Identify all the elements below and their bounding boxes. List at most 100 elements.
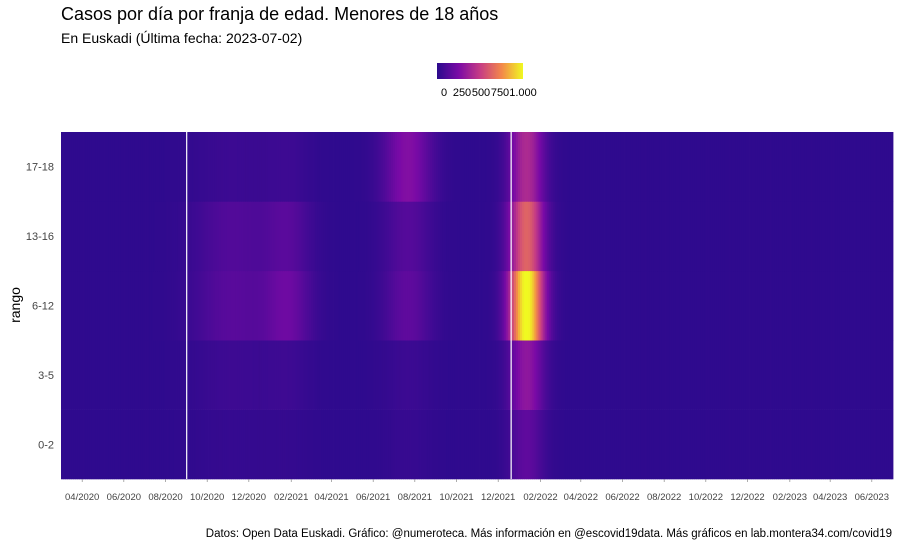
heatmap-cell [452,409,455,480]
heatmap-cell [349,270,353,341]
heatmap-cell [776,409,779,480]
heatmap-cell [335,132,339,202]
heatmap-cell [372,340,375,410]
heatmap-cell [712,201,716,272]
heatmap-cell [226,132,230,202]
heatmap-cell [763,270,767,341]
heatmap-cell [552,340,556,410]
heatmap-cell [665,409,668,480]
heatmap-cell [298,340,302,410]
heatmap-cell [345,340,349,410]
heatmap-cell [817,201,820,272]
heatmap-cell [384,270,388,341]
legend-color-bar [437,63,523,79]
heatmap-cell [567,201,570,272]
heatmap-cell [542,132,546,202]
heatmap-cell [296,201,300,272]
heatmap-cell [477,340,480,410]
heatmap-cell [237,270,240,341]
heatmap-cell [247,132,250,202]
heatmap-cell [126,201,130,272]
heatmap-cell [382,340,386,410]
heatmap-cell [841,270,845,341]
heatmap-cell [683,340,687,410]
heatmap-cell [378,409,382,480]
heatmap-cell [288,132,291,202]
heatmap-cell [261,132,265,202]
heatmap-cell [71,201,74,272]
heatmap-cell [630,270,634,341]
heatmap-cell [413,409,416,480]
heatmap-cell [876,201,880,272]
heatmap-cell [380,132,384,202]
heatmap-cell [440,132,443,202]
heatmap-cell [731,340,734,410]
heatmap-cell [755,132,759,202]
heatmap-cell [882,270,886,341]
heatmap-cell [270,270,273,341]
heatmap-cell [845,132,849,202]
heatmap-cell [733,132,736,202]
heatmap-cell [561,201,564,272]
heatmap-cell [532,340,535,410]
heatmap-cell [204,201,207,272]
heatmap-cell [226,340,230,410]
heatmap-cell [464,201,468,272]
heatmap-cell [780,132,783,202]
heatmap-cell [337,132,341,202]
heatmap-cell [751,270,755,341]
heatmap-cell [561,270,564,341]
heatmap-cell [425,201,429,272]
heatmap-cell [829,270,832,341]
heatmap-cell [868,270,871,341]
heatmap-cell [183,132,187,202]
heatmap-cell [663,409,666,480]
heatmap-cell [243,201,246,272]
heatmap-cell [755,340,759,410]
heatmap-cell [169,132,173,202]
heatmap-cell [618,132,621,202]
heatmap-cell [159,270,162,341]
heatmap-cell [347,270,351,341]
heatmap-cell [856,201,859,272]
heatmap-cell [321,270,324,341]
heatmap-cell [757,409,761,480]
legend-tick-label: 750 [490,87,510,99]
heatmap-cell [278,270,281,341]
heatmap-cell [558,409,562,480]
heatmap-cell [110,201,113,272]
heatmap-cell [524,132,527,202]
heatmap-cell [173,409,177,480]
heatmap-cell [548,340,552,410]
heatmap-cell [692,132,695,202]
heatmap-cell [317,132,320,202]
heatmap-cell [352,340,355,410]
heatmap-cell [341,270,345,341]
heatmap-cell [569,132,572,202]
heatmap-cell [577,270,580,341]
heatmap-cell [864,201,867,272]
heatmap-cell [95,270,99,341]
heatmap-cell [563,201,566,272]
heatmap-cell [208,201,211,272]
heatmap-cell [743,132,746,202]
heatmap-cell [181,340,185,410]
heatmap-cell [833,270,837,341]
heatmap-cell [520,409,523,480]
heatmap-cell [837,201,841,272]
heatmap-cell [75,132,78,202]
heatmap-cell [604,409,607,480]
heatmap-cell [124,132,127,202]
heatmap-cell [462,201,466,272]
heatmap-cell [319,132,322,202]
heatmap-cell [325,201,328,272]
heatmap-cell [727,409,730,480]
heatmap-cell [673,270,677,341]
heatmap-cell [308,409,312,480]
heatmap-cell [604,340,607,410]
heatmap-cell [466,340,470,410]
heatmap-cell [847,201,851,272]
heatmap-cell [864,270,867,341]
heatmap-cell [501,132,505,202]
heatmap-cell [772,132,775,202]
